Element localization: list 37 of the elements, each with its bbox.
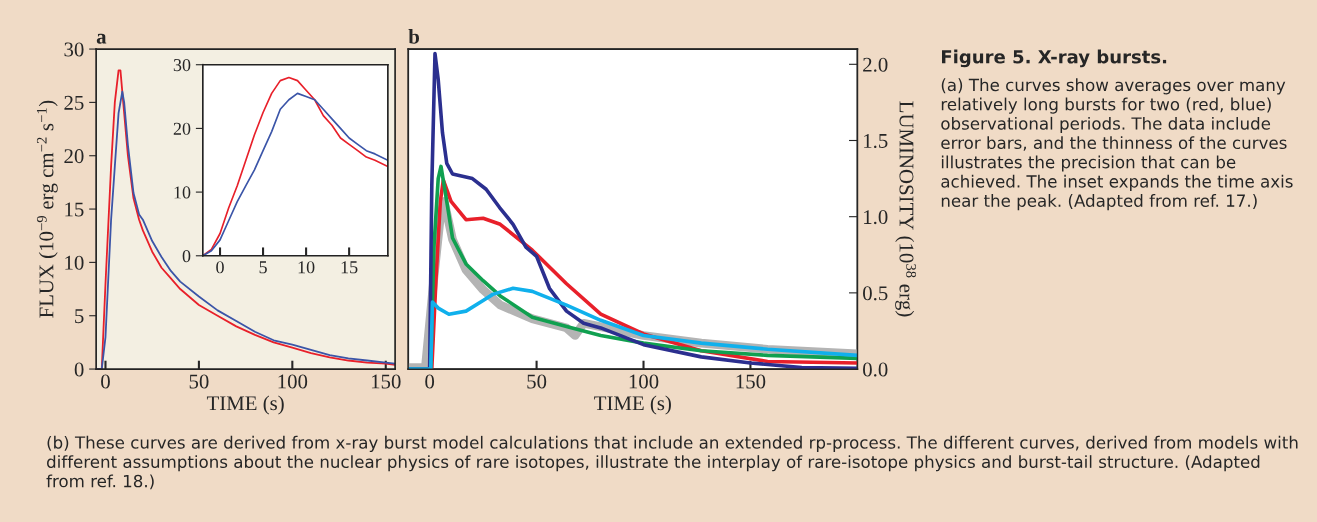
y2-tick-label: 2.0 [863, 57, 888, 72]
x-tick-label: 150 [736, 374, 766, 389]
x-tick-label: 100 [278, 374, 308, 389]
x-tick-label: 15 [341, 261, 358, 274]
y-tick-label: 30 [64, 42, 84, 57]
text: Figure 5. X-ray bursts. [942, 49, 1167, 68]
x-axis-title: TIME (s) [594, 395, 671, 415]
x-axis-title: TIME (s) [206, 395, 284, 415]
x-tick-label: 5 [259, 261, 267, 274]
x-tick-label: 0 [216, 261, 224, 274]
y2-tick-label: 1.5 [864, 133, 888, 149]
x-tick-label: 10 [298, 261, 315, 274]
x-tick-label: 50 [189, 374, 209, 389]
x-tick-label: 150 [371, 374, 401, 389]
x-tick-label: 100 [629, 374, 659, 389]
x-tick-label: 0 [425, 374, 435, 389]
y-axis-title: FLUX (10$^{−9}$ erg cm$^{−2}$ s$^{−1}$) [36, 100, 58, 318]
y-tick-label: 15 [65, 202, 84, 217]
x-tick-label: 50 [527, 374, 547, 389]
x-tick-label: 0 [101, 374, 110, 389]
y2-tick-label: 0.0 [863, 362, 888, 377]
y-tick-label: 0 [182, 250, 191, 263]
y-tick-label: 5 [75, 309, 84, 324]
y2-tick-label: 1.0 [864, 210, 888, 225]
y-tick-label: 30 [173, 58, 191, 72]
y-tick-label: 10 [174, 186, 191, 199]
y2-axis-title: LUMINOSITY (10$^{38}$ erg) [895, 101, 917, 317]
y-tick-label: 20 [173, 122, 191, 135]
y-tick-label: 0 [74, 362, 84, 377]
line-series [408, 51, 858, 370]
y-tick-label: 25 [64, 95, 84, 110]
text: (b) These curves are derived from x-ray burst model calculations that include an extended rp-process. The different curves, derived from models with different assumptions about the nuclear physics of rare isotopes, illustrate the interplay of rare-isotope physics and burst-tail structure. (Adapted from ref. 18.) [46, 435, 1298, 490]
text: (a) The curves show averages over many relatively long bursts for two (red, blue) observational periods. The data include error bars, and the thinness of the curves illustrates the precision that can be achieved. The inset expands the time axis near the peak. (Adapted from ref. 17.) [941, 78, 1293, 211]
chart-title: b [408, 29, 420, 44]
y2-tick-label: 0.5 [863, 286, 888, 301]
chart-title: a [96, 33, 107, 44]
y-tick-label: 20 [64, 149, 84, 164]
